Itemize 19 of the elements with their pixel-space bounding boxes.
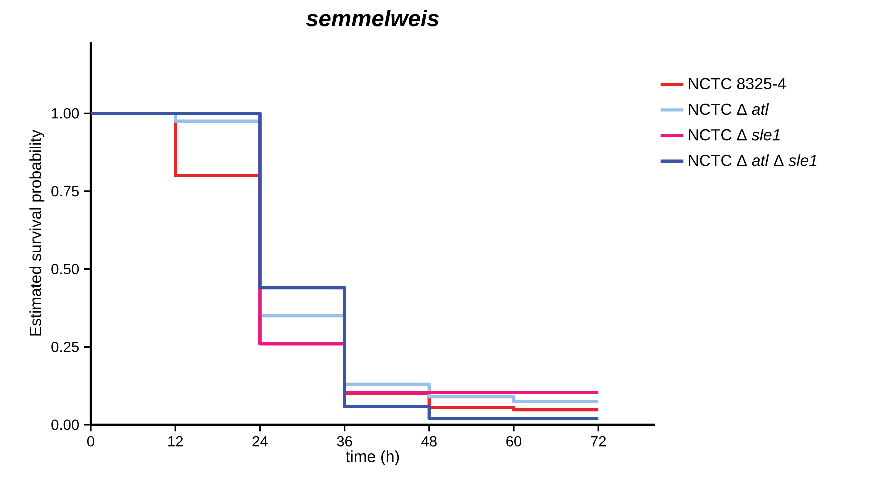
legend-label: NCTC Δ atl Δ sle1 bbox=[689, 154, 817, 166]
y-tick-label: 0.75 bbox=[52, 186, 79, 197]
x-tick-label: 0 bbox=[87, 436, 95, 447]
y-tick-label: 0.50 bbox=[52, 264, 80, 274]
y-tick-label: 0.25 bbox=[52, 342, 79, 352]
legend-label: NCTC 8325-4 bbox=[689, 78, 786, 90]
legend-label: NCTC Δ sle1 bbox=[689, 129, 780, 141]
y-tick-label: 0.00 bbox=[52, 420, 80, 430]
x-tick-label: 72 bbox=[591, 436, 606, 447]
y-tick-label: 1.00 bbox=[52, 108, 80, 119]
x-axis-title: time (h) bbox=[346, 450, 400, 466]
x-tick-label: 36 bbox=[337, 436, 352, 447]
y-axis-title: Estimated survival probability bbox=[30, 130, 45, 336]
x-tick-label: 48 bbox=[422, 436, 437, 447]
x-tick-label: 12 bbox=[168, 436, 184, 447]
chart-title: semmelweis bbox=[306, 10, 440, 27]
x-tick-label: 60 bbox=[506, 436, 522, 447]
legend-label: NCTC Δ atl bbox=[689, 103, 770, 116]
x-tick-label: 24 bbox=[252, 436, 268, 447]
